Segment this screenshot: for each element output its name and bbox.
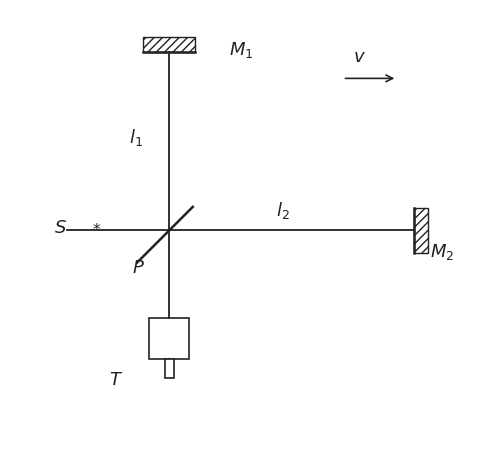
Text: $v$: $v$ — [353, 48, 366, 66]
Text: $T$: $T$ — [109, 371, 123, 389]
Text: $*$: $*$ — [92, 222, 102, 236]
Text: $M_1$: $M_1$ — [228, 40, 253, 60]
Text: $P$: $P$ — [132, 259, 144, 277]
Text: $l_1$: $l_1$ — [129, 127, 143, 148]
Text: $S$: $S$ — [54, 219, 67, 237]
Bar — [414, 208, 428, 253]
Bar — [164, 359, 174, 378]
Bar — [149, 318, 190, 359]
Text: $M_2$: $M_2$ — [430, 242, 455, 262]
Text: $l_2$: $l_2$ — [276, 200, 290, 221]
Bar — [143, 37, 196, 52]
